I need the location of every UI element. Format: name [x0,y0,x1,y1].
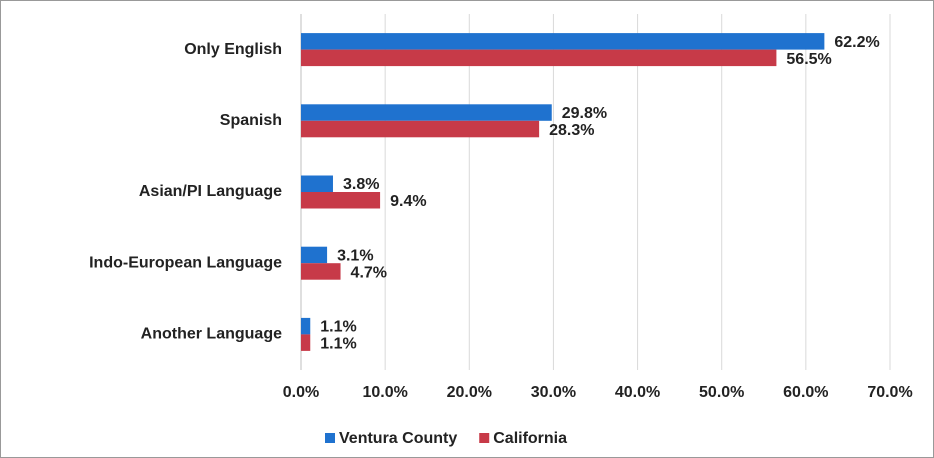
data-label: 62.2% [834,34,879,51]
legend-label: Ventura County [339,430,457,447]
data-label: 4.7% [351,264,387,281]
x-tick-label: 30.0% [531,384,576,401]
x-tick-label: 60.0% [783,384,828,401]
y-tick-label: Spanish [220,112,282,129]
legend-swatch [325,433,335,443]
y-tick-label: Asian/PI Language [139,183,282,200]
y-tick-label: Indo-European Language [89,254,282,271]
bar [301,317,311,335]
x-tick-label: 20.0% [447,384,492,401]
x-tick-label: 50.0% [699,384,744,401]
y-tick-label: Another Language [141,326,282,343]
x-tick-label: 0.0% [283,384,319,401]
bar [301,104,552,121]
data-label: 3.1% [337,247,373,264]
data-label: 3.8% [343,176,379,193]
bar [301,192,381,209]
x-tick-label: 10.0% [362,384,407,401]
data-label: 1.1% [320,319,356,336]
bar [301,175,333,192]
data-label: 56.5% [786,51,831,68]
legend-label: California [493,430,567,447]
x-tick-label: 70.0% [867,384,912,401]
bar [301,33,825,50]
legend-swatch [479,433,490,443]
data-label: 1.1% [320,336,356,353]
bar [301,263,341,280]
y-tick-label: Only English [184,41,282,58]
data-label: 9.4% [390,193,426,210]
bar [301,246,328,264]
x-tick-label: 40.0% [615,384,660,401]
data-label: 29.8% [562,105,607,122]
bar [301,49,777,67]
bar [301,334,311,351]
data-label: 28.3% [549,122,594,139]
bar [301,120,540,138]
